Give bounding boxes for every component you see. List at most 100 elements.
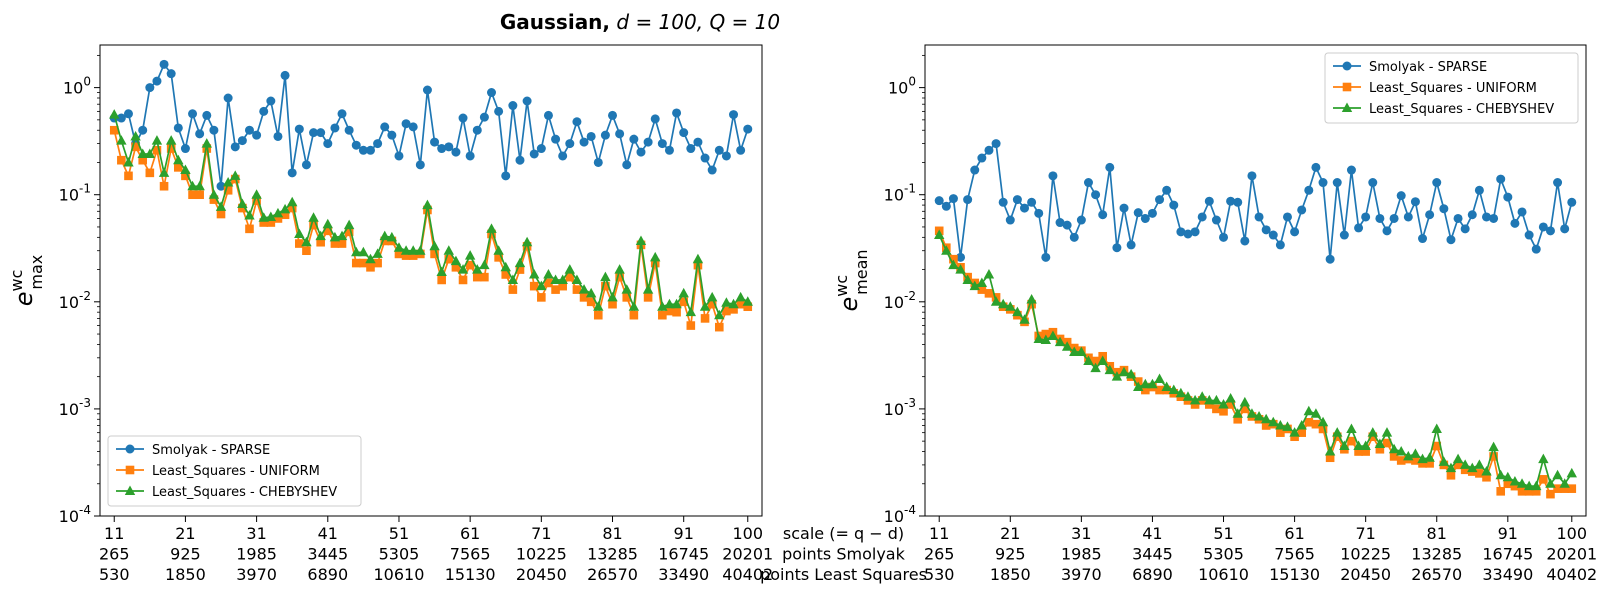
data-point xyxy=(1297,205,1307,215)
y-tick-base: 10 xyxy=(884,507,904,526)
y-tick-exponent: -4 xyxy=(79,503,91,517)
data-point xyxy=(1324,446,1336,456)
x-tick-label: 3970 xyxy=(1061,565,1102,584)
data-point xyxy=(429,240,440,251)
data-point xyxy=(280,210,290,220)
data-point xyxy=(308,212,319,222)
data-point xyxy=(1403,450,1414,461)
data-point xyxy=(1168,384,1179,395)
data-point xyxy=(337,109,347,119)
data-point xyxy=(586,297,596,307)
legend-label: Least_Squares - UNIFORM xyxy=(1369,81,1537,96)
legend-marker xyxy=(124,485,136,495)
data-point xyxy=(1531,244,1541,254)
data-point xyxy=(458,113,468,123)
x-tick-label: 20450 xyxy=(516,565,567,584)
data-point xyxy=(1503,192,1513,202)
data-point xyxy=(508,101,518,111)
data-point xyxy=(1559,478,1570,488)
data-point xyxy=(373,139,383,149)
data-point xyxy=(451,147,461,157)
data-point xyxy=(983,268,995,279)
data-point xyxy=(544,278,553,288)
data-point xyxy=(1111,371,1123,381)
y-axis-label-sup: wc xyxy=(7,270,26,292)
x-tick-label: 10610 xyxy=(374,565,425,584)
data-point xyxy=(1169,200,1179,210)
x-tick-label: 71 xyxy=(531,524,551,543)
data-point xyxy=(1155,195,1165,205)
data-point xyxy=(1354,447,1363,456)
data-point xyxy=(1439,204,1449,214)
data-point xyxy=(1020,203,1030,213)
data-point xyxy=(543,268,554,279)
data-point xyxy=(1090,362,1101,373)
x-tick-label: 16745 xyxy=(658,545,709,564)
data-point xyxy=(1368,432,1378,442)
y-tick-base: 10 xyxy=(59,186,79,205)
data-point xyxy=(615,129,625,139)
data-point xyxy=(472,264,483,274)
data-point xyxy=(735,291,746,302)
data-point xyxy=(1212,404,1221,414)
data-point xyxy=(1027,197,1037,207)
x-tick-label: 81 xyxy=(1427,524,1447,543)
data-point xyxy=(216,181,226,191)
data-point xyxy=(529,268,540,279)
data-point xyxy=(558,151,568,161)
data-point xyxy=(970,165,980,175)
data-point xyxy=(572,285,582,294)
data-point xyxy=(1261,225,1271,235)
data-point xyxy=(1275,240,1285,250)
x-tick-label: 925 xyxy=(995,545,1026,564)
data-point xyxy=(138,155,148,165)
data-point xyxy=(187,180,198,191)
data-point xyxy=(1482,472,1491,482)
x-tick-label: 265 xyxy=(924,545,955,564)
data-point xyxy=(358,145,368,155)
series-square xyxy=(934,226,1577,499)
data-point xyxy=(1276,428,1285,437)
data-point xyxy=(1560,484,1569,493)
data-point xyxy=(636,147,646,157)
data-point xyxy=(1076,215,1086,225)
data-point xyxy=(1460,465,1470,475)
data-point xyxy=(536,144,546,154)
data-point xyxy=(173,154,184,165)
data-point xyxy=(351,246,362,257)
data-point xyxy=(237,136,247,146)
data-point xyxy=(1105,162,1115,172)
data-point xyxy=(537,293,546,302)
x-tick-label: 1985 xyxy=(1061,545,1102,564)
data-point xyxy=(1125,368,1137,379)
y-axis-label-sub: max xyxy=(27,255,46,290)
data-point xyxy=(622,293,632,302)
legend-box xyxy=(107,435,362,507)
x-tick-label: 11 xyxy=(104,524,124,543)
data-point xyxy=(664,145,674,155)
data-point xyxy=(237,198,248,208)
y-tick-base: 10 xyxy=(884,400,904,419)
data-point xyxy=(1523,480,1535,491)
data-point xyxy=(1091,356,1100,366)
x-tick-label: 33490 xyxy=(1482,565,1533,584)
data-point xyxy=(279,203,291,214)
data-point xyxy=(351,140,361,150)
data-point xyxy=(116,113,126,123)
data-point xyxy=(679,128,689,138)
legend-marker xyxy=(125,465,135,475)
data-point xyxy=(1396,446,1407,456)
data-point xyxy=(543,110,553,120)
data-point xyxy=(479,112,489,122)
data-point xyxy=(244,209,255,220)
data-point xyxy=(686,321,696,330)
data-point xyxy=(159,59,169,69)
data-point xyxy=(536,280,547,291)
data-point xyxy=(437,144,447,154)
data-point xyxy=(1474,185,1484,195)
data-point xyxy=(487,229,496,239)
data-point xyxy=(1147,378,1158,389)
legend-box xyxy=(1324,52,1579,124)
